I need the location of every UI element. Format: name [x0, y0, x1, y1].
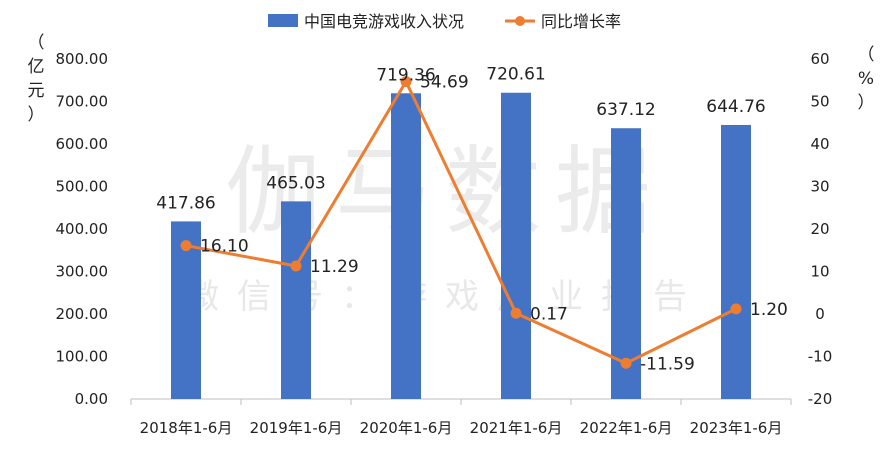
growth-point	[180, 240, 192, 252]
growth-line	[180, 76, 742, 369]
growth-value-label: 0.17	[530, 304, 568, 324]
growth-value-label: 54.69	[420, 73, 469, 93]
watermark-sub: 微信号：游戏产业报告	[185, 277, 705, 317]
left-tick-label: 800.00	[56, 50, 109, 68]
left-tick-label: 700.00	[56, 93, 109, 111]
left-tick-label: 600.00	[56, 135, 109, 153]
category-label: 2022年1-6月	[580, 419, 673, 437]
growth-point	[510, 307, 522, 319]
right-tick-label: 0	[815, 305, 825, 323]
bar	[721, 124, 751, 400]
left-tick-label: 400.00	[56, 220, 109, 238]
growth-point	[620, 357, 632, 369]
right-tick-label: 60	[810, 50, 829, 68]
left-tick-label: 100.00	[56, 348, 109, 366]
bar-value-label: 465.03	[266, 173, 325, 193]
growth-value-label: 1.20	[750, 300, 788, 320]
axes: 0.00 100.00 200.00 300.00 400.00 500.00 600.00…	[56, 50, 833, 437]
bar	[611, 128, 641, 399]
right-tick-label: 50	[810, 93, 829, 111]
data-labels: 417.86 465.03 719.36 720.61 637.12 644.76 16.1…	[156, 65, 788, 375]
growth-line-path	[185, 80, 737, 365]
category-label: 2020年1-6月	[360, 419, 453, 437]
legend-bar-swatch	[268, 14, 298, 27]
growth-point	[290, 260, 302, 272]
left-tick-label: 0.00	[75, 390, 108, 408]
legend-line-marker	[515, 16, 525, 26]
bar-value-label: 417.86	[156, 193, 215, 213]
legend: 中国电竞游戏收入状况 同比增长率	[268, 12, 621, 31]
legend-line-label: 同比增长率	[541, 12, 621, 31]
left-tick-label: 500.00	[56, 178, 109, 196]
bar	[391, 93, 421, 399]
category-label: 2019年1-6月	[250, 419, 343, 437]
right-tick-label: 30	[810, 178, 829, 196]
left-unit-char: 元	[28, 81, 45, 101]
right-unit-char: %	[858, 69, 874, 89]
category-label: 2018年1-6月	[140, 419, 233, 437]
right-unit-char: （	[858, 45, 875, 65]
left-unit-char: 亿	[28, 57, 45, 77]
right-tick-label: -10	[808, 348, 833, 366]
left-tick-label: 200.00	[56, 305, 109, 323]
category-label: 2023年1-6月	[690, 419, 783, 437]
bar	[501, 92, 531, 399]
left-tick-label: 300.00	[56, 263, 109, 281]
growth-point	[730, 303, 742, 315]
bar-value-label: 644.76	[706, 97, 765, 117]
bars	[171, 92, 751, 400]
right-tick-label: 40	[810, 135, 829, 153]
category-label: 2021年1-6月	[470, 419, 563, 437]
growth-value-label: 16.10	[200, 237, 249, 257]
right-tick-label: -20	[808, 390, 833, 408]
right-tick-label: 10	[810, 263, 829, 281]
left-unit-char: （	[28, 33, 45, 53]
bar	[281, 201, 311, 399]
left-unit-char: ）	[28, 105, 45, 125]
bar-value-label: 719.36	[376, 65, 435, 85]
growth-point	[400, 76, 412, 88]
growth-value-label: -11.59	[640, 354, 695, 374]
left-axis-unit: （ 亿元 ）	[28, 33, 45, 125]
bar-value-label: 637.12	[596, 100, 655, 120]
right-tick-label: 20	[810, 220, 829, 238]
growth-value-label: 11.29	[310, 257, 359, 277]
right-unit-char: ）	[858, 93, 875, 113]
legend-bar-label: 中国电竞游戏收入状况	[304, 12, 464, 31]
right-axis-unit: （% ）	[858, 45, 875, 113]
bar-value-label: 720.61	[486, 65, 545, 85]
